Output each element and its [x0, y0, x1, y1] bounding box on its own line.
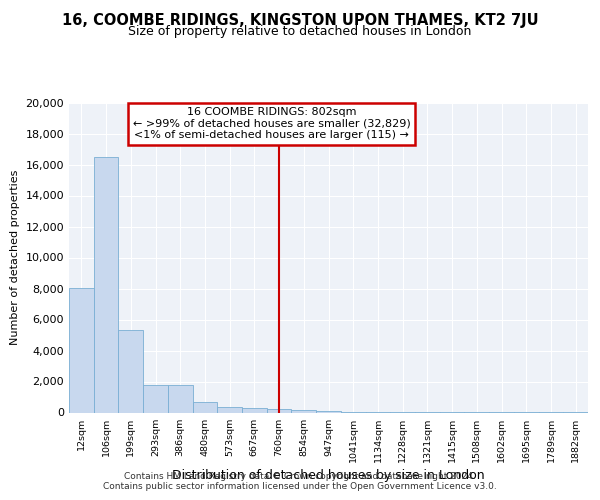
Bar — [143, 386, 168, 412]
X-axis label: Distribution of detached houses by size in London: Distribution of detached houses by size … — [172, 468, 485, 481]
Text: Size of property relative to detached houses in London: Size of property relative to detached ho… — [128, 25, 472, 38]
Bar — [292, 410, 316, 412]
Text: Contains public sector information licensed under the Open Government Licence v3: Contains public sector information licen… — [103, 482, 497, 491]
Bar — [168, 386, 193, 412]
Bar — [267, 410, 292, 412]
Text: 16, COOMBE RIDINGS, KINGSTON UPON THAMES, KT2 7JU: 16, COOMBE RIDINGS, KINGSTON UPON THAMES… — [62, 12, 538, 28]
Text: Contains HM Land Registry data © Crown copyright and database right 2024.: Contains HM Land Registry data © Crown c… — [124, 472, 476, 481]
Bar — [242, 408, 267, 412]
Bar — [94, 157, 118, 412]
Bar — [69, 288, 94, 412]
Bar — [118, 330, 143, 412]
Bar — [193, 402, 217, 412]
Y-axis label: Number of detached properties: Number of detached properties — [10, 170, 20, 345]
Text: 16 COOMBE RIDINGS: 802sqm
← >99% of detached houses are smaller (32,829)
<1% of : 16 COOMBE RIDINGS: 802sqm ← >99% of deta… — [133, 107, 410, 140]
Bar — [217, 407, 242, 412]
